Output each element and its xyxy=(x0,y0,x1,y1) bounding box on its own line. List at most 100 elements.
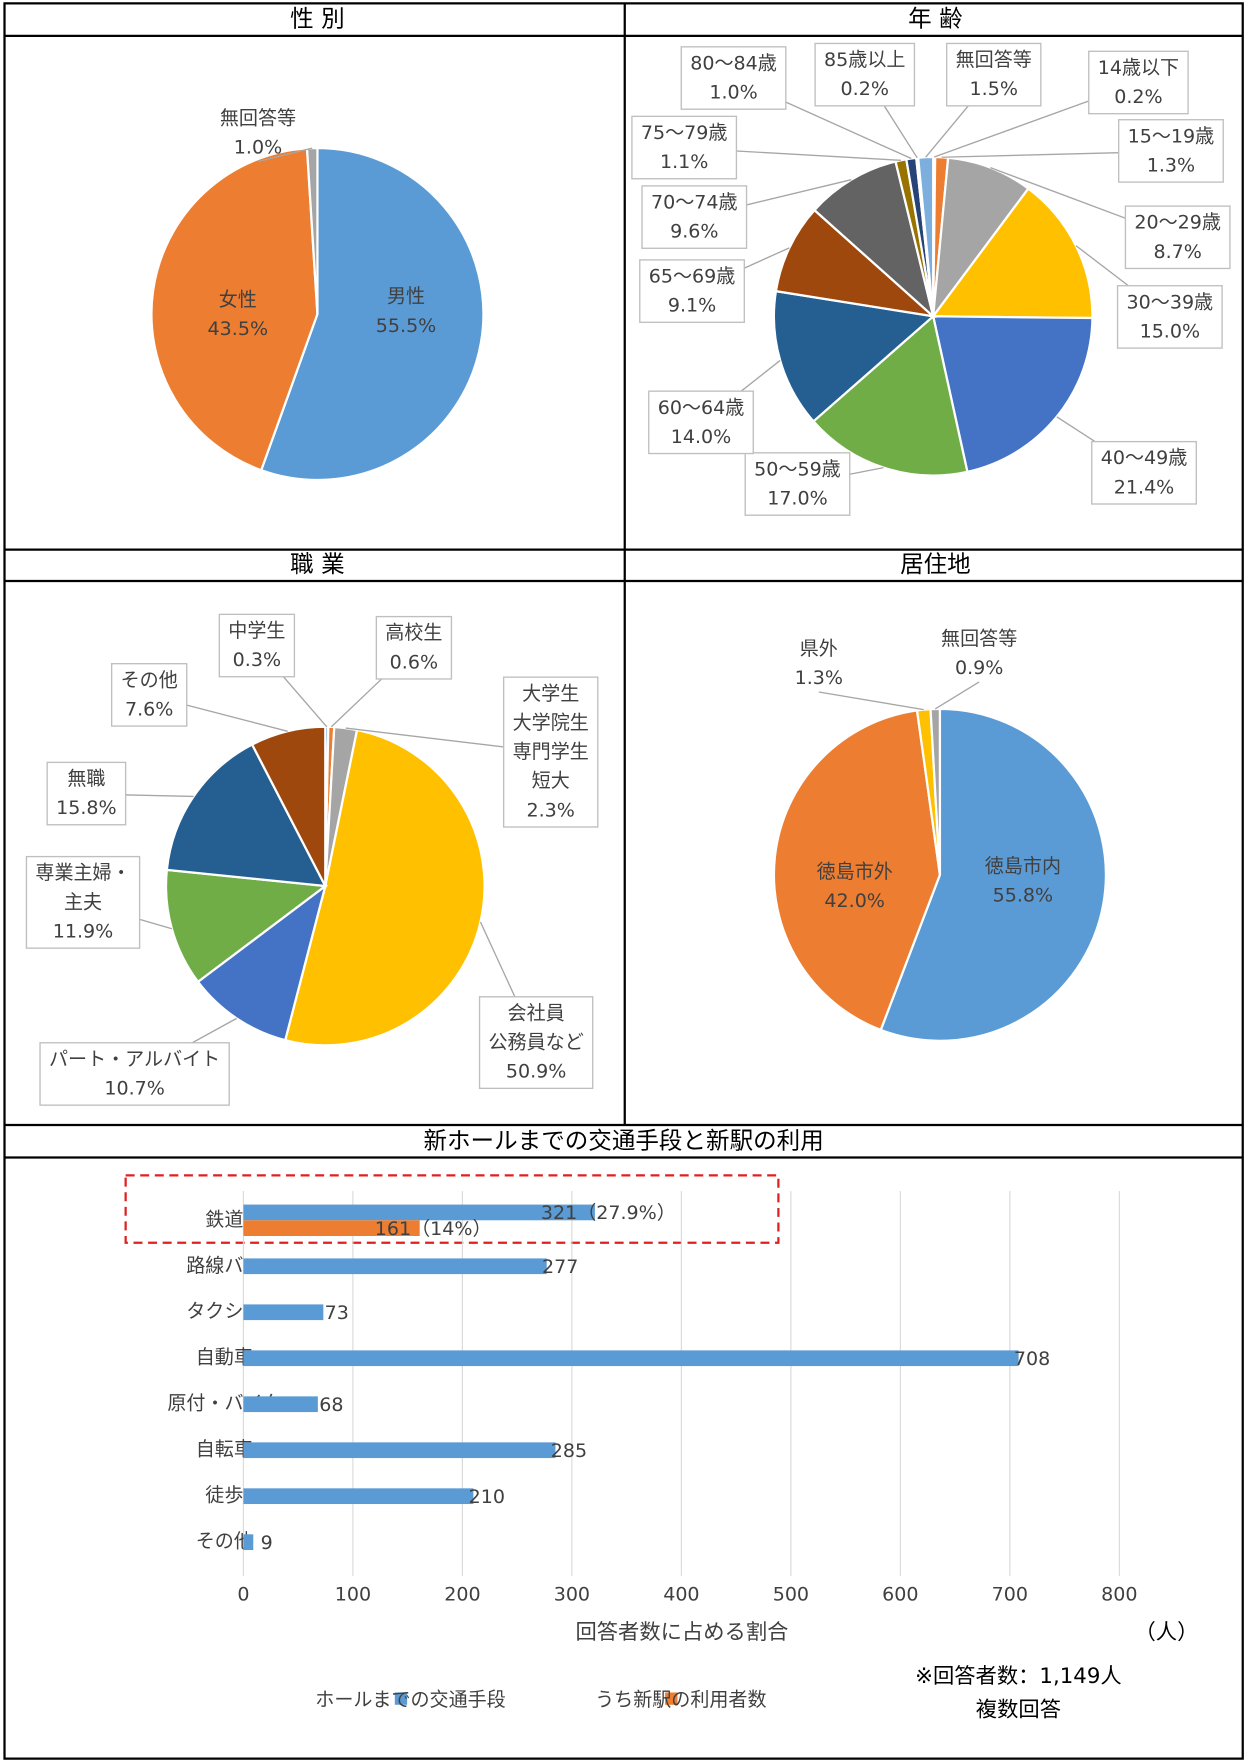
legend-swatch xyxy=(394,1692,408,1705)
label-text: 20～29歳 xyxy=(1134,212,1221,234)
label-box xyxy=(946,42,1042,107)
data-label: 無回答等 0.9% xyxy=(941,628,1017,679)
label-text: 14歳以下 xyxy=(1098,57,1179,79)
value-label: 285 xyxy=(551,1440,587,1462)
panel-title: 居住地 xyxy=(900,550,971,578)
label-text: 1.3% xyxy=(1147,154,1195,176)
data-label: 65～69歳 9.1% xyxy=(639,259,745,323)
pie-slice xyxy=(259,146,485,482)
bar xyxy=(243,1396,318,1413)
data-label: 男性 55.5% xyxy=(376,286,437,337)
label-text: 中学生 xyxy=(228,620,285,642)
x-tick-label: 200 xyxy=(444,1583,480,1605)
label-text: 短大 xyxy=(532,770,570,792)
label-box xyxy=(680,46,787,110)
label-text: 男性 xyxy=(387,286,425,308)
label-text: 11.9% xyxy=(53,921,114,943)
bar xyxy=(243,1442,556,1459)
label-text: 0.6% xyxy=(390,651,438,673)
label-text: 大学生 xyxy=(522,683,579,705)
pie-slice xyxy=(165,743,328,888)
value-label: 73 xyxy=(325,1302,349,1324)
label-box xyxy=(814,42,916,107)
data-label: 無回答等 1.0% xyxy=(220,107,296,158)
label-text: 8.7% xyxy=(1153,241,1201,263)
label-text: 15～19歳 xyxy=(1128,125,1215,147)
data-label: 無回答等 1.5% xyxy=(946,42,1042,107)
label-box xyxy=(744,452,851,516)
label-box xyxy=(502,676,599,828)
pie-slice xyxy=(774,208,937,318)
label-text: 21.4% xyxy=(1114,476,1175,498)
y-tick-label: その他 xyxy=(196,1531,253,1553)
legend-label: うち新駅の利用者数 xyxy=(595,1689,766,1711)
label-text: 55.5% xyxy=(376,315,437,337)
data-label: 30～39歳 15.0% xyxy=(1116,285,1223,349)
value-label: 68 xyxy=(319,1394,343,1416)
data-label: 中学生 0.3% xyxy=(218,613,296,678)
pie-slice xyxy=(305,146,319,315)
label-text: 60～64歳 xyxy=(658,397,745,419)
pie-slice xyxy=(930,186,1094,320)
bar xyxy=(243,1304,324,1321)
data-label: 専業主婦・主夫 11.9% xyxy=(25,855,141,949)
legend-label: ホールまでの交通手段 xyxy=(315,1689,505,1711)
data-label: 80～84歳 1.0% xyxy=(680,46,787,110)
label-text: 公務員など xyxy=(489,1032,584,1054)
label-box xyxy=(218,613,296,678)
bar xyxy=(243,1350,1019,1367)
pie-slice xyxy=(931,156,1030,321)
label-text: 専業主婦・ xyxy=(35,862,130,884)
y-tick-label: 徒歩 xyxy=(205,1485,243,1507)
label-box xyxy=(25,855,141,949)
data-label: 14歳以下 0.2% xyxy=(1088,50,1189,115)
pie-slice xyxy=(772,709,942,1032)
label-box xyxy=(110,663,188,727)
data-label: 女性 43.5% xyxy=(208,289,269,340)
leader-line xyxy=(818,691,924,711)
pie-slice xyxy=(196,883,328,1042)
leader-line xyxy=(257,147,313,163)
x-axis-label: 回答者数に占める割合 xyxy=(575,1620,788,1645)
value-label: 9 xyxy=(261,1532,273,1554)
label-box xyxy=(648,390,754,455)
label-text: 2.3% xyxy=(527,799,575,821)
value-label: 161（14%） xyxy=(375,1218,492,1240)
label-text: 15.0% xyxy=(1140,320,1201,342)
label-text: 14.0% xyxy=(671,426,732,448)
data-label: 県外 1.3% xyxy=(795,638,843,689)
data-label: 徳島市外 42.0% xyxy=(817,861,893,912)
value-label: 210 xyxy=(469,1486,505,1508)
leader-line xyxy=(934,681,980,710)
label-box xyxy=(39,1042,230,1106)
data-label: 75～79歳 1.1% xyxy=(631,115,738,180)
x-tick-label: 800 xyxy=(1101,1583,1137,1605)
y-tick-label: 路線バス xyxy=(186,1255,262,1277)
label-box xyxy=(639,259,745,323)
x-tick-label: 600 xyxy=(882,1583,918,1605)
pie-slice xyxy=(283,728,486,1047)
data-label: パート・アルバイト 10.7% xyxy=(39,1042,230,1106)
label-text: 15.8% xyxy=(56,797,117,819)
label-box xyxy=(1124,205,1231,270)
data-label: 40～49歳 21.4% xyxy=(1091,440,1197,505)
label-box xyxy=(478,996,594,1090)
label-box xyxy=(46,761,127,826)
label-text: 無職 xyxy=(67,768,105,790)
data-label: その他 7.6% xyxy=(110,663,188,727)
y-tick-label: 鉄道 xyxy=(205,1209,243,1231)
label-text: 1.0% xyxy=(709,82,757,104)
label-text: 主夫 xyxy=(64,891,102,913)
panel-title: 性 別 xyxy=(290,5,345,33)
y-tick-label: 自動車 xyxy=(196,1347,253,1369)
legend-swatch xyxy=(665,1692,678,1705)
label-text: 75～79歳 xyxy=(641,122,728,144)
pie-slice xyxy=(929,707,942,875)
pie-slice xyxy=(931,315,1094,474)
label-text: 無回答等 xyxy=(220,107,296,129)
data-label: 高校生 0.6% xyxy=(375,615,453,680)
label-text: 55.8% xyxy=(993,885,1054,907)
